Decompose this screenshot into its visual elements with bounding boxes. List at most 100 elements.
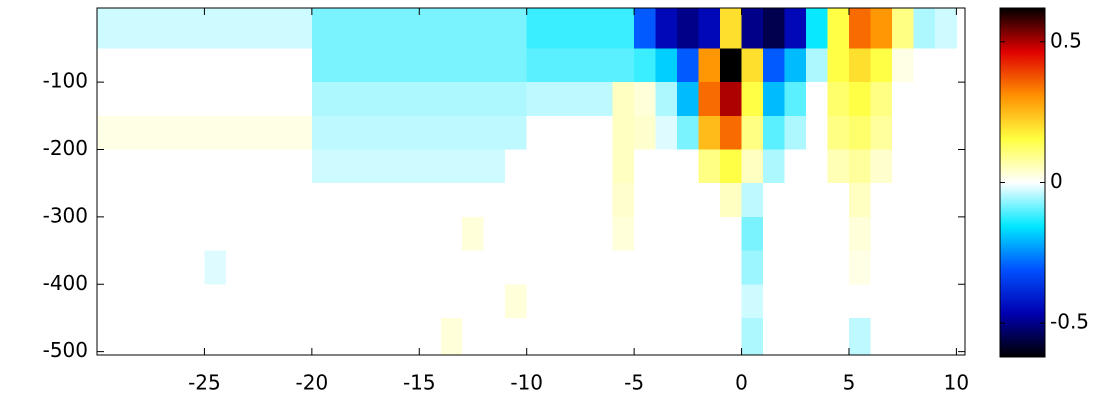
heat-cell [462, 317, 485, 355]
heat-cell [204, 82, 227, 117]
heat-cell [655, 250, 678, 285]
heat-cell [913, 284, 936, 319]
heat-cell [741, 284, 764, 319]
heat-cell [827, 149, 850, 184]
heat-cell [870, 82, 893, 117]
heat-cell [548, 284, 571, 319]
heat-cell [848, 82, 872, 117]
heat-cell [139, 284, 163, 319]
heat-cell [655, 48, 678, 83]
heat-cell [741, 317, 764, 355]
heat-cell [806, 183, 829, 218]
heat-cell [569, 115, 592, 151]
heat-cell [376, 284, 399, 319]
heat-cell [913, 82, 936, 117]
heat-cell [311, 216, 334, 252]
heat-cell [97, 8, 120, 50]
heat-cell [161, 183, 184, 218]
heat-cell [784, 48, 807, 83]
heat-cell [870, 216, 893, 252]
heat-cell [397, 216, 420, 252]
heat-cell [161, 8, 184, 50]
heat-cell [483, 8, 506, 50]
heat-cell [139, 216, 163, 252]
heat-cell [784, 216, 807, 252]
heat-cell [784, 149, 807, 184]
heat-cell [870, 183, 893, 218]
heat-cell [97, 250, 120, 285]
heat-cell [397, 8, 420, 50]
heat-cell [419, 8, 442, 50]
heat-cell [591, 284, 614, 319]
heat-cell [290, 183, 313, 218]
heat-cell [806, 8, 829, 50]
heat-cell [182, 183, 206, 218]
heat-cell [806, 216, 829, 252]
heat-cell [569, 216, 592, 252]
heat-cell [913, 317, 936, 355]
heat-cell [827, 216, 850, 252]
heat-cell [354, 8, 377, 50]
heat-cell [97, 284, 120, 319]
heat-cell [354, 317, 377, 355]
heat-cell [569, 250, 592, 285]
heat-cell [763, 284, 786, 319]
heat-cell [204, 149, 227, 184]
heat-cell [505, 250, 528, 285]
heat-cell [827, 48, 850, 83]
heat-cell [268, 317, 291, 355]
heat-cell [591, 8, 614, 50]
heat-cell [698, 115, 721, 151]
heat-cell [182, 82, 206, 117]
heat-cell [333, 183, 356, 218]
heat-cell [870, 149, 893, 184]
heat-cell [677, 149, 700, 184]
heat-cell [419, 149, 442, 184]
heat-cell [376, 149, 399, 184]
heat-cell [505, 216, 528, 252]
heat-cell [161, 250, 184, 285]
heat-cell [677, 284, 700, 319]
heat-cell [634, 48, 657, 83]
heat-cell [182, 149, 206, 184]
heat-cell [913, 115, 936, 151]
heat-cell [934, 250, 958, 285]
heat-cell [247, 216, 270, 252]
heat-cell [677, 317, 700, 355]
heat-cell [311, 183, 334, 218]
heat-cell [333, 317, 356, 355]
heat-cell [698, 48, 721, 83]
heat-cell [934, 8, 958, 50]
heat-cell [97, 149, 120, 184]
heat-cell [182, 48, 206, 83]
heat-cell [97, 48, 120, 83]
heat-cell [612, 82, 635, 117]
heat-cell [612, 48, 635, 83]
heat-cell [634, 250, 657, 285]
heat-cell [720, 115, 743, 151]
heat-cell [204, 216, 227, 252]
heat-cell [97, 115, 120, 151]
heat-cell [354, 149, 377, 184]
heat-cell [763, 317, 786, 355]
heat-cell [462, 284, 485, 319]
heat-cell [870, 317, 893, 355]
heat-cell [419, 48, 442, 83]
heat-cell [419, 250, 442, 285]
heat-cell [505, 8, 528, 50]
heat-cell [376, 183, 399, 218]
heat-cell [612, 149, 635, 184]
heat-cell [526, 82, 549, 117]
heat-cell [311, 149, 334, 184]
heat-cell [891, 48, 915, 83]
heat-cell [720, 48, 743, 83]
heat-cell [827, 183, 850, 218]
heat-cell [848, 183, 872, 218]
heat-cell [634, 82, 657, 117]
heat-cell [548, 216, 571, 252]
heat-cell [763, 216, 786, 252]
heat-cell [118, 48, 141, 83]
heat-cell [569, 149, 592, 184]
heat-cell [548, 115, 571, 151]
heat-cell [655, 82, 678, 117]
